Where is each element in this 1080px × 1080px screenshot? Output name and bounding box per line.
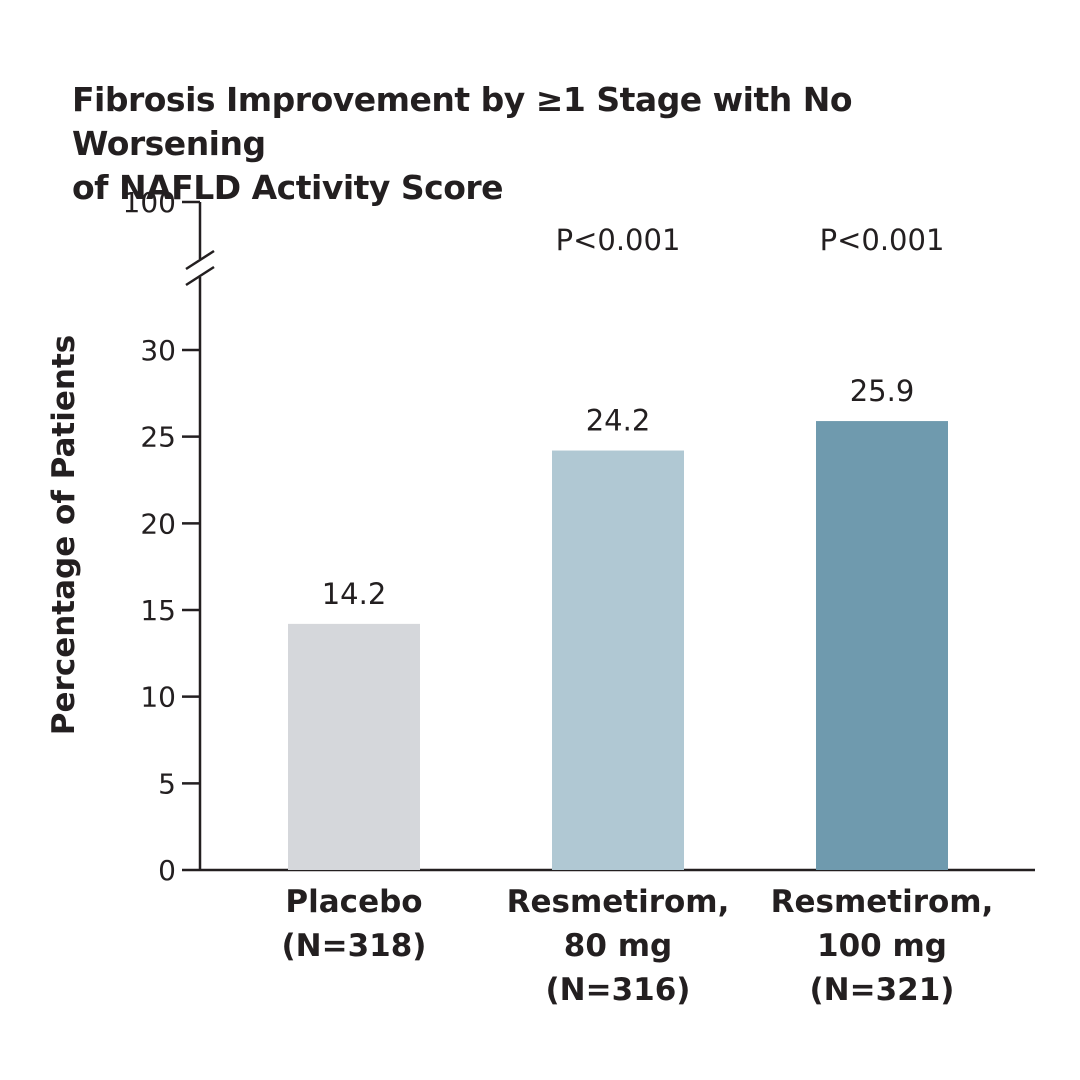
bar [552, 450, 684, 870]
y-tick-label: 20 [140, 507, 176, 540]
chart-title: Fibrosis Improvement by ≥1 Stage with No… [72, 78, 1032, 210]
y-tick-label: 100 [123, 186, 176, 219]
axis-break-mark [185, 249, 215, 271]
x-category-label: Resmetirom, [507, 884, 730, 920]
chart-title-line-1: Fibrosis Improvement by ≥1 Stage with No… [72, 80, 853, 163]
bar [816, 421, 948, 870]
y-tick-label: 0 [158, 854, 176, 887]
bars [288, 421, 948, 870]
data-label: 25.9 [850, 374, 915, 408]
labels: 14.2 Placebo (N=318) 24.2 P<0.001 Resmetirom,… [282, 223, 994, 1008]
x-category-label: (N=316) [546, 972, 691, 1008]
p-value-label: P<0.001 [556, 223, 681, 257]
data-label: 14.2 [322, 577, 387, 611]
data-label: 24.2 [586, 404, 651, 438]
y-tick-label: 25 [140, 421, 176, 454]
y-tick-label: 15 [140, 594, 176, 627]
y-axis-title: Percentage of Patients [46, 335, 82, 735]
p-value-label: P<0.001 [820, 223, 945, 257]
y-tick-label: 30 [140, 334, 176, 367]
x-category-label: Placebo [285, 884, 422, 920]
x-category-label: Resmetirom, [771, 884, 994, 920]
chart-title-line-2: of NAFLD Activity Score [72, 168, 504, 207]
x-category-label: 100 mg [817, 928, 947, 964]
x-category-label: (N=321) [810, 972, 955, 1008]
y-tick-label: 5 [158, 767, 176, 800]
y-tick-label: 10 [140, 681, 176, 714]
x-category-label: 80 mg [564, 928, 672, 964]
bar [288, 623, 420, 870]
axis-break-mark [185, 265, 215, 287]
x-category-label: (N=318) [282, 928, 427, 964]
